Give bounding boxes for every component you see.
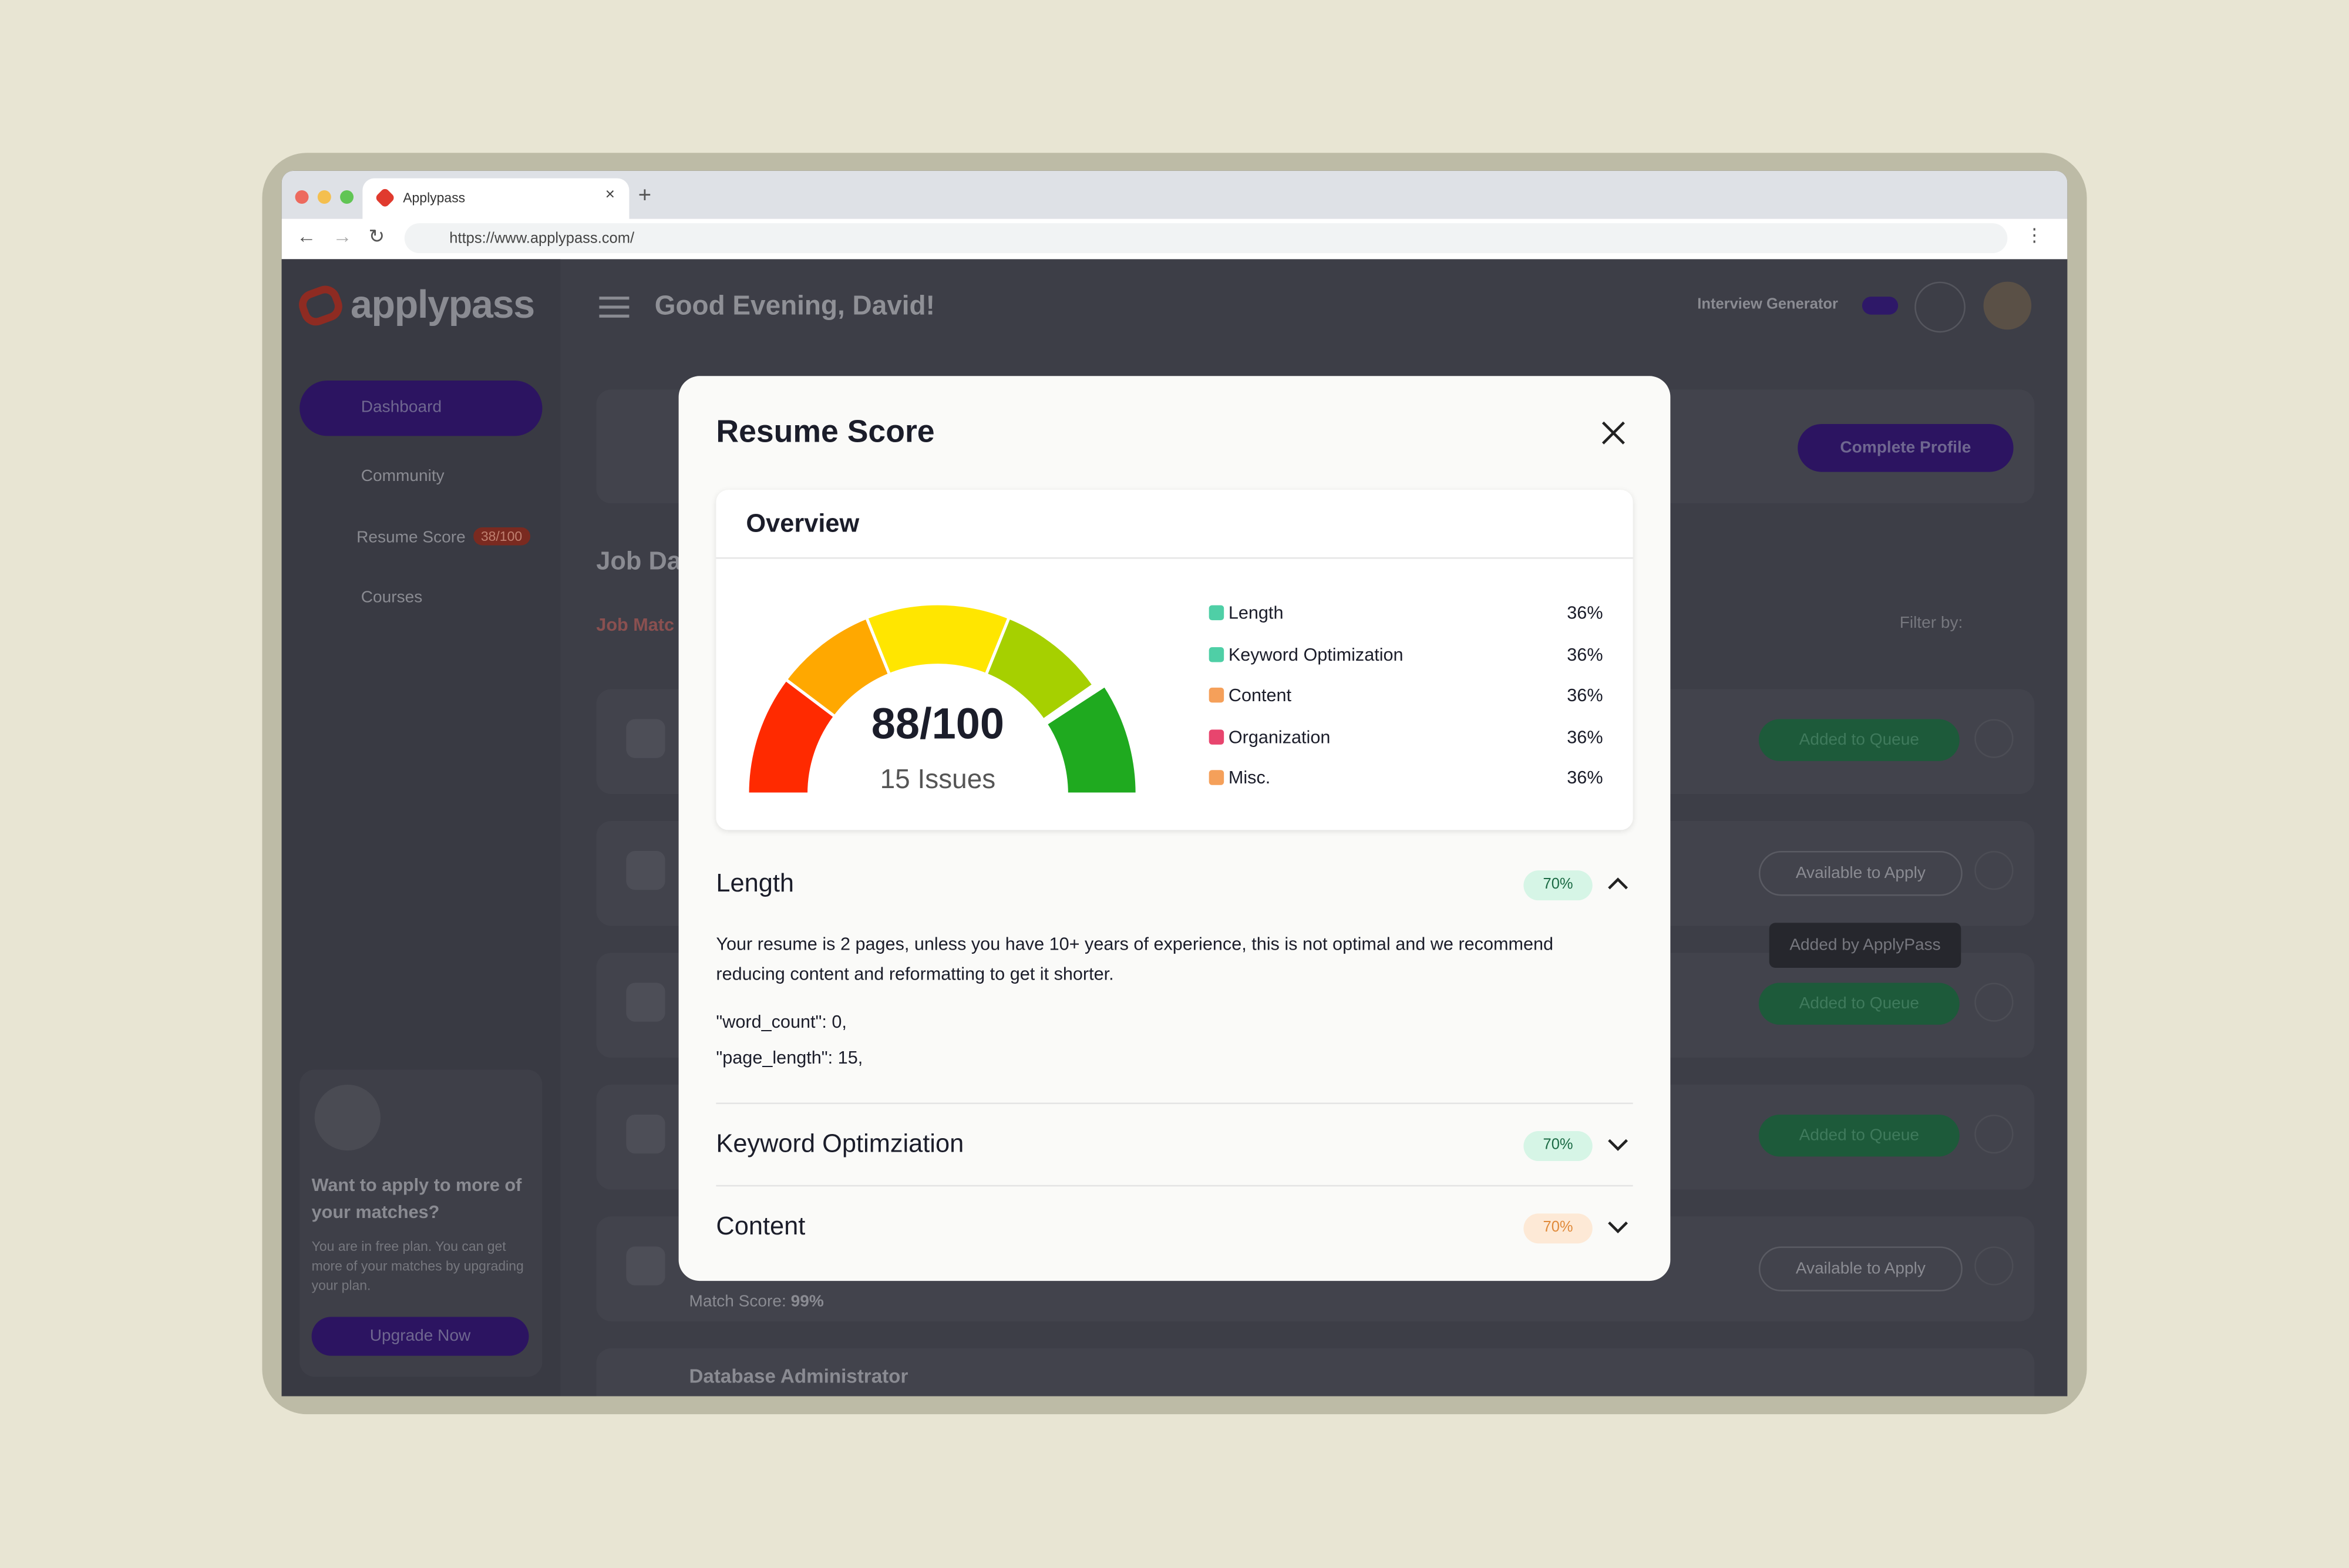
company-logo — [626, 1114, 665, 1154]
url: https://www.applypass.com/ — [449, 230, 635, 247]
notifications[interactable] — [1914, 281, 1966, 333]
menu[interactable]: ⋮ — [2025, 224, 2044, 246]
section-detail: "page_length": 15, — [716, 1047, 863, 1068]
company-logo — [626, 982, 665, 1022]
filter[interactable]: Filter by: — [1899, 614, 1963, 632]
score: 88/100 — [871, 701, 1005, 749]
chevron-path — [1608, 877, 1628, 890]
row-button[interactable]: Added to Queue — [1758, 719, 1960, 761]
company-logo — [626, 850, 665, 890]
tab[interactable] — [362, 178, 630, 219]
row-button[interactable]: Added to Queue — [1758, 982, 1960, 1025]
gauge-segment — [864, 602, 1011, 677]
section-badge: 70% — [1523, 870, 1593, 901]
divider — [716, 557, 1633, 559]
legend-value: 36% — [1567, 768, 1603, 789]
promo-text: You are in free plan. You can get more o… — [311, 1239, 524, 1293]
divider — [716, 1102, 1633, 1105]
section-title: Job Da — [596, 547, 681, 576]
legend-name: Misc. — [1228, 768, 1271, 789]
issues: 15 Issues — [880, 764, 996, 795]
nav-active[interactable] — [299, 380, 543, 436]
row-button[interactable]: Available to Apply — [1758, 850, 1963, 896]
upgrade-button[interactable]: Upgrade Now — [311, 1317, 529, 1356]
hamburger[interactable] — [599, 297, 630, 300]
section-badge: 70% — [1523, 1213, 1593, 1244]
nav-item[interactable]: Resume Score — [356, 529, 466, 547]
url-field[interactable] — [404, 223, 2008, 254]
modal-title: Resume Score — [716, 415, 935, 450]
maximize-dot[interactable] — [340, 190, 354, 204]
section-badge: 70% — [1523, 1131, 1593, 1162]
toggle[interactable] — [1862, 297, 1899, 315]
back[interactable]: ← — [297, 224, 317, 247]
nav-item[interactable]: Courses — [361, 588, 423, 607]
section-description: Your resume is 2 pages, unless you have … — [716, 933, 1554, 985]
next-job: Database Administrator — [689, 1364, 908, 1388]
overview-title: Overview — [746, 509, 860, 538]
gauge — [746, 602, 1139, 796]
new-tab[interactable]: + — [638, 183, 652, 208]
legend-name: Organization — [1228, 726, 1331, 748]
nav-item[interactable]: Dashboard — [361, 398, 442, 417]
legend-name: Length — [1228, 602, 1284, 624]
job-card — [596, 1348, 2035, 1397]
chevron[interactable] — [1607, 1218, 1628, 1236]
row-more[interactable] — [1974, 719, 2014, 758]
legend-swatch — [1209, 770, 1224, 786]
legend-value: 36% — [1567, 685, 1603, 706]
tab-job-matches[interactable]: Job Matc — [596, 614, 674, 635]
company-logo — [626, 719, 665, 758]
gauge-segment — [984, 615, 1096, 722]
row-button[interactable]: Added to Queue — [1758, 1114, 1960, 1157]
value: 99% — [790, 1293, 824, 1311]
section-title[interactable]: Length — [716, 869, 795, 898]
tab-close[interactable]: × — [605, 186, 615, 204]
reload[interactable]: ↻ — [368, 224, 385, 247]
forward[interactable]: → — [332, 224, 352, 247]
minimize-dot[interactable] — [317, 190, 331, 204]
row-more[interactable] — [1974, 982, 2014, 1022]
row-more[interactable] — [1974, 850, 2014, 890]
legend-name: Content — [1228, 685, 1292, 706]
match-score-label: Match Score: 99% — [689, 1293, 823, 1311]
section-title[interactable]: Keyword Optimziation — [716, 1129, 964, 1158]
tab-title: Applypass — [403, 190, 466, 206]
chevron[interactable] — [1607, 1136, 1628, 1154]
avatar[interactable] — [1983, 281, 2032, 330]
tooltip: Added by ApplyPass — [1769, 923, 1961, 968]
complete-profile[interactable]: Complete Profile — [1798, 423, 2014, 472]
legend-name: Keyword Optimization — [1228, 643, 1404, 665]
label: Match Score: — [689, 1293, 786, 1311]
divider — [716, 1185, 1633, 1187]
promo-title: Want to apply to more of your matches? — [311, 1174, 522, 1223]
legend-value: 36% — [1567, 643, 1603, 665]
row-button[interactable]: Available to Apply — [1758, 1246, 1963, 1291]
legend-value: 36% — [1567, 726, 1603, 748]
company-logo — [626, 1246, 665, 1286]
gauge-segment — [1044, 683, 1139, 796]
legend-swatch — [1209, 729, 1224, 745]
row-more[interactable] — [1974, 1246, 2014, 1286]
section-title[interactable]: Content — [716, 1212, 806, 1241]
logo: applypass — [350, 281, 535, 327]
legend-swatch — [1209, 688, 1224, 703]
chevron-path — [1608, 1139, 1628, 1151]
greeting: Good Evening, David! — [654, 290, 935, 321]
legend-swatch — [1209, 605, 1224, 621]
row-more[interactable] — [1974, 1114, 2014, 1154]
nav-item[interactable]: Community — [361, 467, 445, 486]
legend-swatch — [1209, 647, 1224, 662]
toggle-label: Interview Generator — [1697, 297, 1838, 314]
promo-icon — [314, 1084, 381, 1151]
chevron[interactable] — [1607, 875, 1628, 893]
close-dot[interactable] — [295, 190, 309, 204]
close-button[interactable] — [1598, 418, 1628, 448]
chevron-path — [1608, 1222, 1628, 1234]
nav-badge: 38/100 — [473, 527, 530, 546]
legend-value: 36% — [1567, 602, 1603, 624]
section-detail: "word_count": 0, — [716, 1011, 847, 1032]
